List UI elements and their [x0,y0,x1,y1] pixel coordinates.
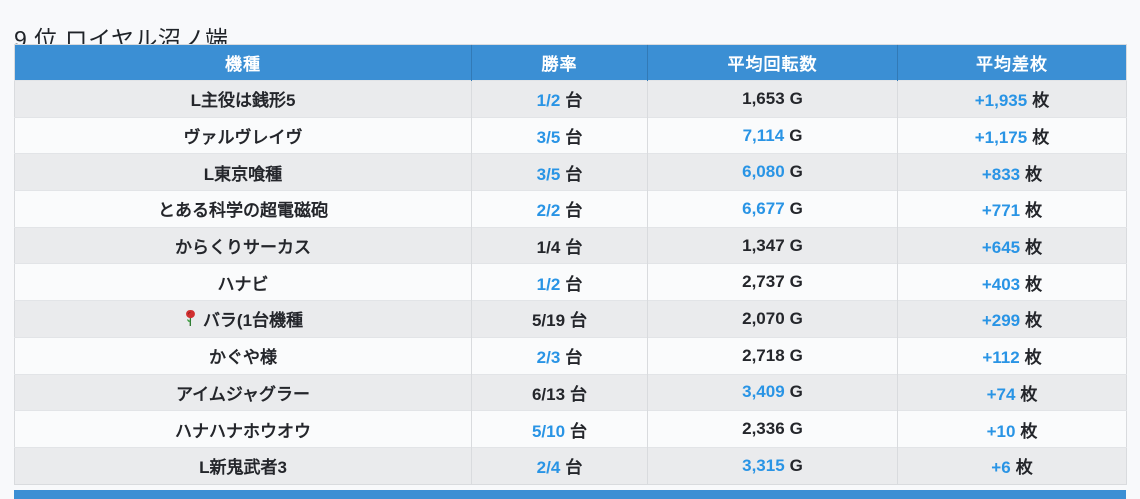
table-row: L東京喰種 3/5 台 6,080 G +833 枚 [14,153,1127,191]
table-row: L主役は銭形5 1/2 台 1,653 G +1,935 枚 [14,80,1127,118]
unit-g: G [789,382,803,402]
unit-mai: 枚 [1024,348,1042,368]
avg-spins-cell: 1,347 G [647,226,898,264]
machine-name-cell: L新鬼武者3 [14,446,472,485]
unit-dai: 台 [565,348,583,368]
table-row: ハナビ 1/2 台 2,737 G +403 枚 [14,263,1127,301]
table-row: とある科学の超電磁砲 2/2 台 6,677 G +771 枚 [14,190,1127,228]
machine-name-cell: ハナハナホウオウ [14,410,472,448]
unit-dai: 台 [565,238,583,258]
table-row: ハナハナホウオウ 5/10 台 2,336 G +10 枚 [14,410,1127,448]
unit-dai: 台 [565,128,583,148]
column-header-machine: 機種 [14,44,472,81]
avg-diff-cell: +833 枚 [897,153,1127,191]
avg-diff-cell: +112 枚 [897,336,1127,374]
avg-spins-cell: 3,315 G [647,446,898,485]
table-row: L新鬼武者3 2/4 台 3,315 G +6 枚 [14,446,1127,485]
win-rate-cell: 3/5 台 [471,153,648,191]
unit-mai: 枚 [1025,274,1043,294]
win-rate-cell: 2/4 台 [471,446,648,485]
avg-spins-cell: 7,114 G [647,116,898,154]
table-row: バラ(1台機種 5/19 台 2,070 G +299 枚 [14,300,1127,338]
avg-diff-cell: +771 枚 [897,190,1127,228]
unit-g: G [789,88,803,108]
unit-mai: 枚 [1032,91,1050,111]
avg-spins-cell: 3,409 G [647,373,898,411]
machine-name-cell: L主役は銭形5 [14,80,472,118]
unit-g: G [789,272,803,292]
unit-mai: 枚 [1025,164,1043,184]
unit-mai: 枚 [1025,238,1043,258]
table-row: アイムジャグラー 6/13 台 3,409 G +74 枚 [14,373,1127,411]
unit-dai: 台 [565,201,583,221]
unit-mai: 枚 [1015,458,1033,478]
unit-dai: 台 [570,311,588,331]
column-header-avg-spins: 平均回転数 [647,44,898,81]
table-row: ヴァルヴレイヴ 3/5 台 7,114 G +1,175 枚 [14,116,1127,154]
table-row: かぐや様 2/3 台 2,718 G +112 枚 [14,336,1127,374]
column-header-avg-diff: 平均差枚 [897,44,1127,81]
unit-mai: 枚 [1020,384,1038,404]
unit-dai: 台 [565,91,583,111]
unit-mai: 枚 [1025,311,1043,331]
machine-name-cell: ハナビ [14,263,472,301]
avg-diff-cell: +645 枚 [897,226,1127,264]
win-rate-cell: 1/2 台 [471,263,648,301]
win-rate-cell: 6/13 台 [471,373,648,411]
avg-spins-cell: 6,677 G [647,190,898,228]
machine-name-cell: アイムジャグラー [14,373,472,411]
rose-icon [186,310,195,327]
unit-mai: 枚 [1020,421,1038,441]
machine-name-cell: L東京喰種 [14,153,472,191]
unit-g: G [789,308,803,328]
avg-diff-cell: +403 枚 [897,263,1127,301]
unit-mai: 枚 [1025,201,1043,221]
win-rate-cell: 5/10 台 [471,410,648,448]
unit-g: G [789,235,803,255]
unit-g: G [789,162,803,182]
unit-dai: 台 [570,421,588,441]
avg-diff-cell: +10 枚 [897,410,1127,448]
machine-stats-table: 機種 勝率 平均回転数 平均差枚 L主役は銭形5 1/2 台 1,653 G +1,… [14,44,1127,485]
unit-dai: 台 [570,384,588,404]
unit-g: G [789,125,803,145]
machine-name-cell: バラ(1台機種 [14,300,472,338]
unit-mai: 枚 [1032,128,1050,148]
avg-spins-cell: 2,737 G [647,263,898,301]
avg-diff-cell: +1,935 枚 [897,80,1127,118]
win-rate-cell: 3/5 台 [471,116,648,154]
win-rate-cell: 2/3 台 [471,336,648,374]
table-header-row: 機種 勝率 平均回転数 平均差枚 [14,44,1127,81]
unit-g: G [789,345,803,365]
avg-spins-cell: 2,070 G [647,300,898,338]
win-rate-cell: 5/19 台 [471,300,648,338]
unit-dai: 台 [565,164,583,184]
unit-g: G [789,419,803,439]
win-rate-cell: 2/2 台 [471,190,648,228]
unit-g: G [789,198,803,218]
avg-spins-cell: 2,336 G [647,410,898,448]
machine-name-cell: かぐや様 [14,336,472,374]
next-table-header-partial [14,490,1126,499]
table-row: からくりサーカス 1/4 台 1,347 G +645 枚 [14,226,1127,264]
win-rate-cell: 1/4 台 [471,226,648,264]
avg-spins-cell: 1,653 G [647,80,898,118]
avg-diff-cell: +6 枚 [897,446,1127,485]
machine-name-cell: ヴァルヴレイヴ [14,116,472,154]
avg-diff-cell: +1,175 枚 [897,116,1127,154]
unit-g: G [789,455,803,475]
unit-dai: 台 [565,458,583,478]
win-rate-cell: 1/2 台 [471,80,648,118]
avg-diff-cell: +74 枚 [897,373,1127,411]
avg-spins-cell: 6,080 G [647,153,898,191]
machine-name-cell: からくりサーカス [14,226,472,264]
avg-spins-cell: 2,718 G [647,336,898,374]
column-header-win-rate: 勝率 [471,44,648,81]
avg-diff-cell: +299 枚 [897,300,1127,338]
unit-dai: 台 [565,274,583,294]
machine-name-cell: とある科学の超電磁砲 [14,190,472,228]
